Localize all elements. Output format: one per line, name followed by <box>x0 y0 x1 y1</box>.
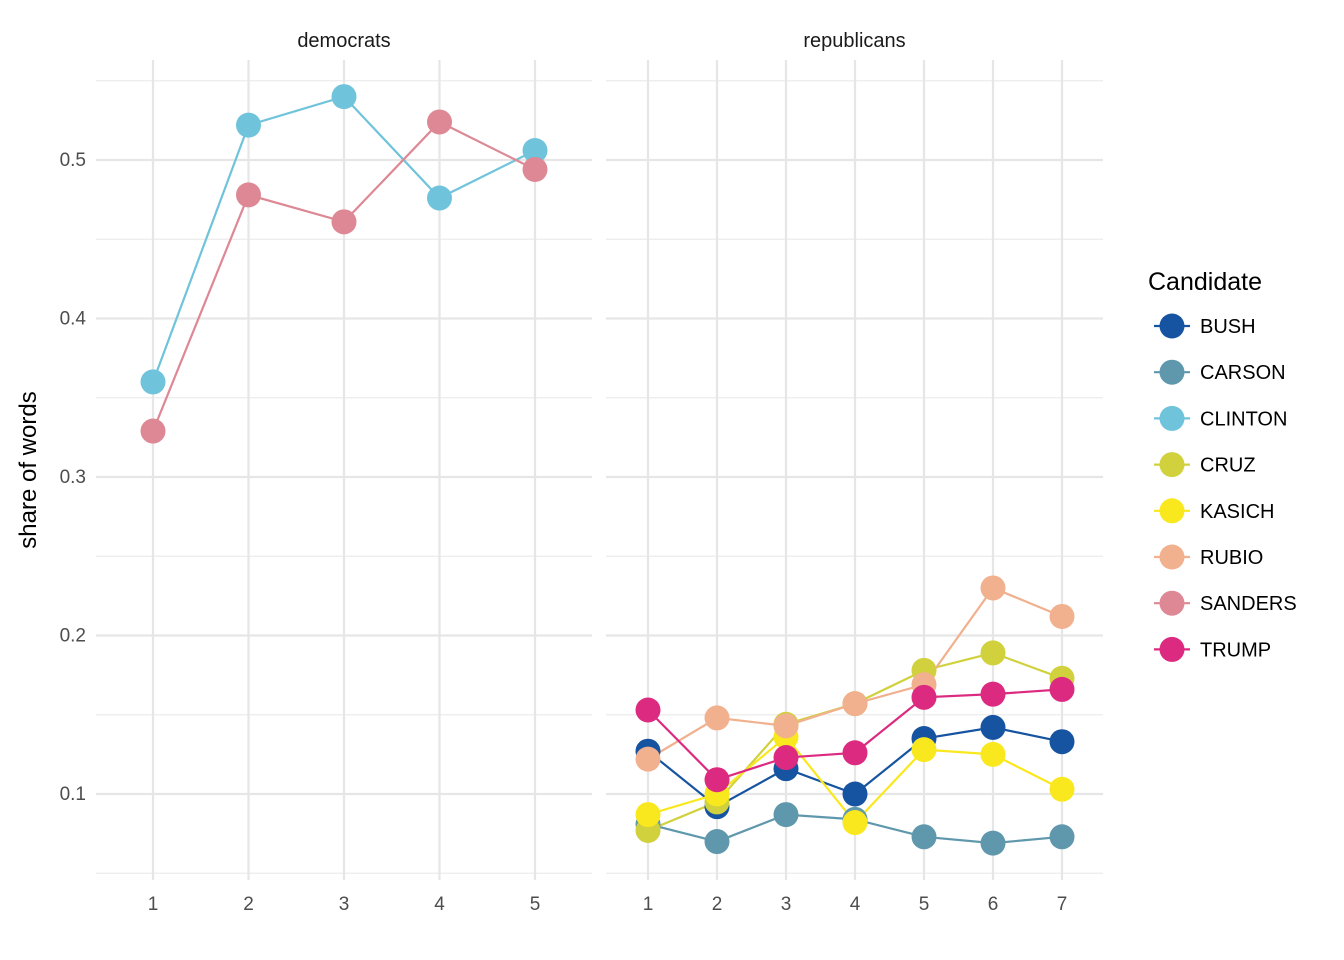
legend-label-kasich: KASICH <box>1200 501 1274 523</box>
data-point-carson <box>911 824 937 850</box>
legend-label-rubio: RUBIO <box>1200 547 1263 569</box>
x-tick-label: 2 <box>243 894 254 915</box>
data-point-rubio <box>842 691 868 717</box>
data-point-sanders <box>427 109 452 135</box>
panel-democrats: democrats 1 2 3 4 5 <box>96 30 592 915</box>
data-point-clinton <box>140 369 166 395</box>
y-tick-label: 0.4 <box>60 309 87 330</box>
x-tick-label: 3 <box>781 894 792 915</box>
x-tick-label: 5 <box>919 894 930 915</box>
x-tick-label: 7 <box>1057 894 1068 915</box>
legend-key-point-rubio <box>1159 544 1185 570</box>
data-point-trump <box>1049 676 1075 702</box>
legend-key-point-trump <box>1159 636 1185 662</box>
data-point-rubio <box>635 746 661 772</box>
data-point-clinton <box>331 84 357 110</box>
data-point-sanders <box>522 157 548 183</box>
y-tick-label: 0.1 <box>60 784 86 805</box>
data-point-kasich <box>911 737 937 763</box>
data-point-trump <box>980 681 1006 707</box>
data-point-kasich <box>842 810 868 836</box>
data-point-kasich <box>980 741 1006 767</box>
data-point-sanders <box>331 209 357 235</box>
x-tick-label: 5 <box>530 894 541 915</box>
data-point-trump <box>635 697 661 723</box>
legend-title: Candidate <box>1148 268 1262 296</box>
y-tick-label: 0.3 <box>60 467 86 488</box>
data-point-rubio <box>1049 603 1075 629</box>
legend-label-carson: CARSON <box>1200 362 1286 384</box>
data-point-trump <box>842 740 868 766</box>
data-point-carson <box>980 830 1006 856</box>
data-point-sanders <box>140 418 166 444</box>
panel-republicans: republicans 1 2 3 4 5 6 7 <box>606 30 1103 915</box>
data-point-kasich <box>635 802 661 828</box>
y-axis: 0.1 0.2 0.3 0.4 0.5 <box>60 150 87 805</box>
x-tick-label: 1 <box>148 894 159 915</box>
legend-key-point-bush <box>1159 313 1185 339</box>
x-tick-label: 6 <box>988 894 999 915</box>
data-point-bush <box>980 714 1006 740</box>
legend-key-point-kasich <box>1159 498 1185 524</box>
legend-key-point-clinton <box>1159 405 1185 431</box>
y-tick-label: 0.5 <box>60 150 86 171</box>
data-point-carson <box>773 802 799 828</box>
data-point-cruz <box>980 640 1006 666</box>
x-tick-label: 4 <box>434 894 445 915</box>
x-tick-label: 2 <box>712 894 723 915</box>
legend-key-point-carson <box>1159 359 1185 385</box>
data-point-rubio <box>980 575 1006 601</box>
data-point-bush <box>842 781 868 807</box>
data-point-rubio <box>704 705 730 731</box>
x-tick-label: 1 <box>643 894 654 915</box>
legend-label-bush: BUSH <box>1200 316 1256 338</box>
x-tick-label: 3 <box>339 894 350 915</box>
data-point-trump <box>704 767 730 793</box>
data-point-carson <box>704 829 730 855</box>
data-point-trump <box>773 745 799 771</box>
legend: Candidate BUSH CARSON CLINTON CRUZ KASICH RUB… <box>1148 268 1297 662</box>
panel-title: democrats <box>297 30 390 52</box>
data-point-rubio <box>773 713 799 739</box>
legend-label-cruz: CRUZ <box>1200 455 1256 477</box>
legend-label-clinton: CLINTON <box>1200 408 1287 430</box>
data-point-clinton <box>427 185 452 211</box>
data-point-clinton <box>236 112 261 138</box>
legend-label-sanders: SANDERS <box>1200 593 1297 615</box>
legend-key-point-sanders <box>1159 590 1185 616</box>
y-axis-label: share of words <box>15 391 42 548</box>
data-point-sanders <box>236 182 261 208</box>
data-point-clinton <box>522 137 548 163</box>
data-point-carson <box>1049 824 1075 850</box>
data-point-kasich <box>1049 776 1075 802</box>
data-point-bush <box>1049 729 1075 755</box>
data-point-trump <box>911 684 937 710</box>
x-tick-label: 4 <box>850 894 861 915</box>
y-tick-label: 0.2 <box>60 626 86 647</box>
legend-key-point-cruz <box>1159 452 1185 478</box>
legend-label-trump: TRUMP <box>1200 639 1271 661</box>
panel-title: republicans <box>803 30 905 52</box>
